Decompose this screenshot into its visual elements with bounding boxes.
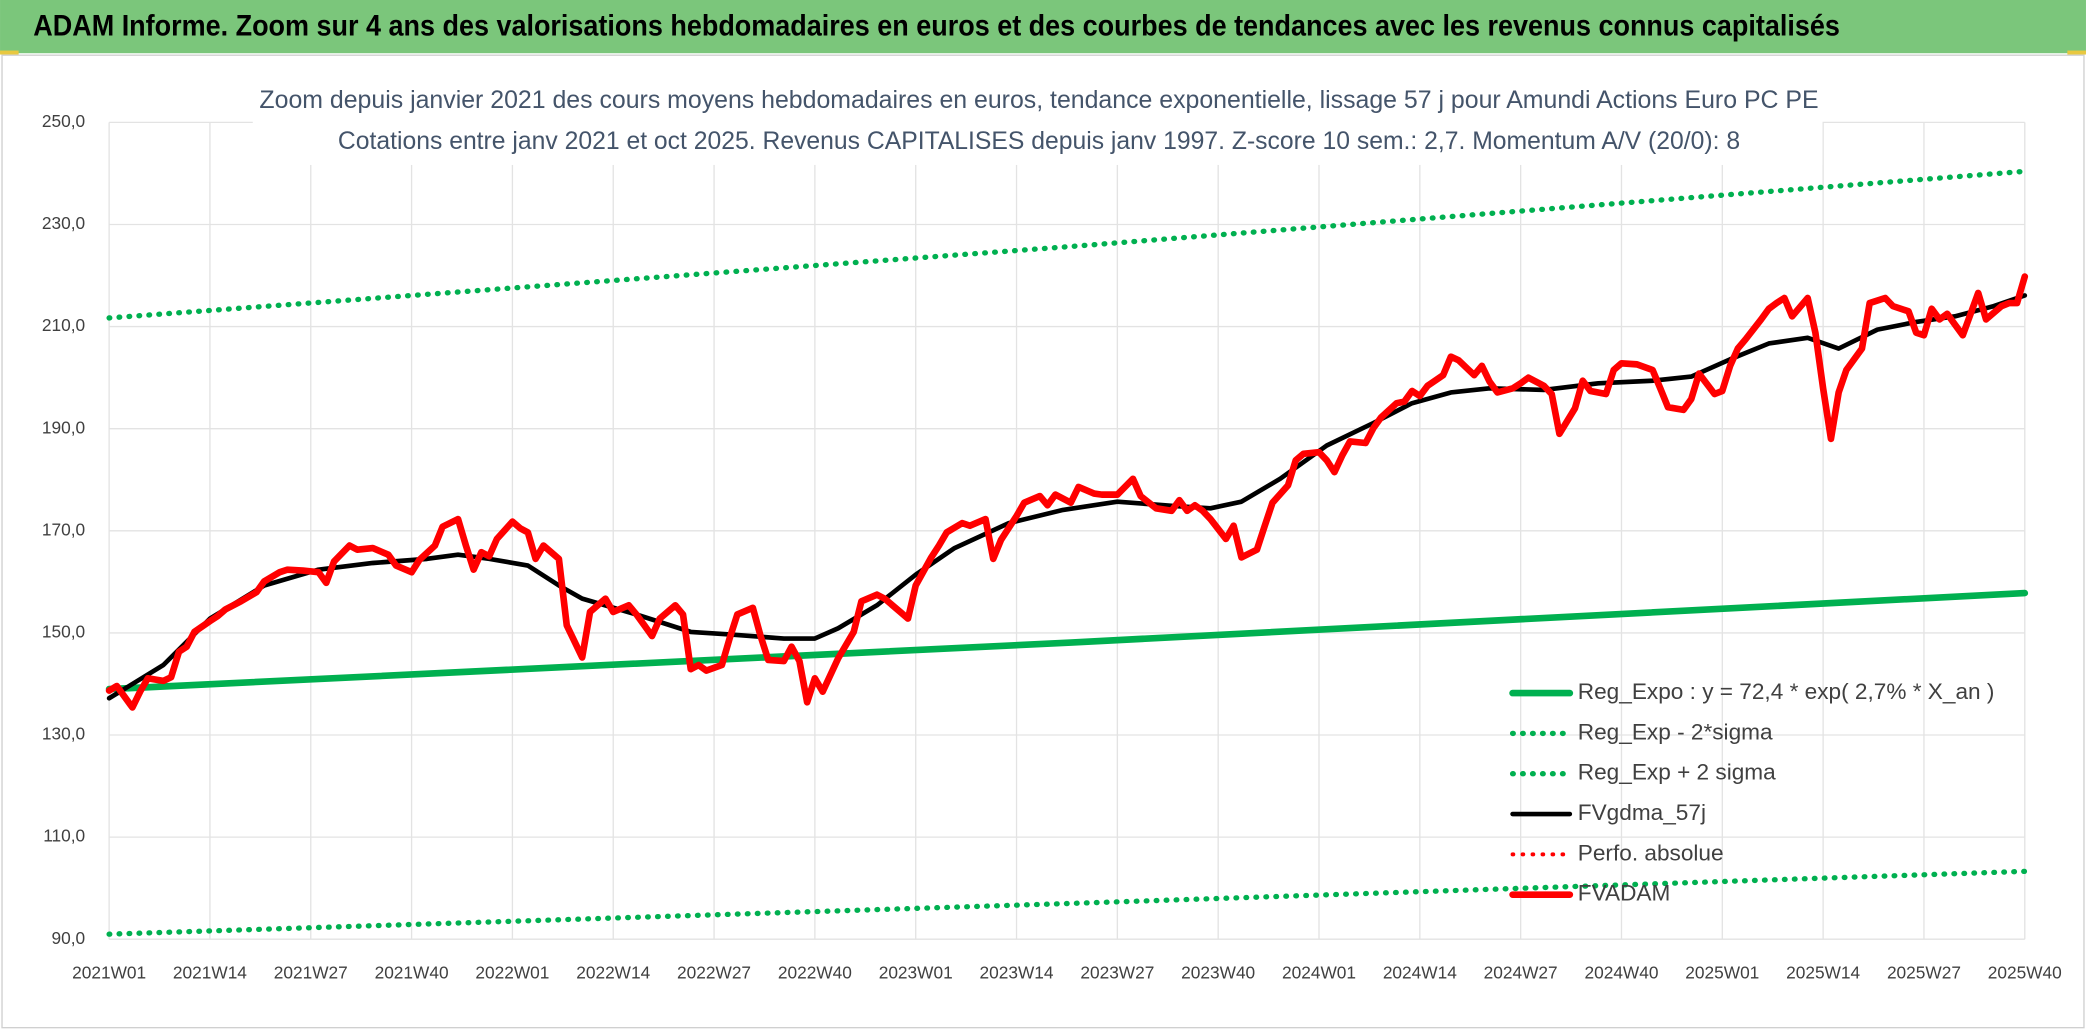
x-tick-label: 2023W27: [1080, 962, 1154, 982]
series-line: [106, 293, 2028, 701]
x-tick-label: 2021W14: [173, 962, 247, 982]
x-tick-label: 2022W01: [475, 962, 549, 982]
x-tick-label: 2024W40: [1584, 962, 1658, 982]
series-line: [105, 273, 2029, 711]
page-title: ADAM Informe. Zoom sur 4 ans des valoris…: [33, 11, 1840, 43]
legend-label: Perfo. absolue: [1578, 840, 1724, 865]
header-accent: [2067, 50, 2086, 55]
legend-label: Reg_Exp + 2 sigma: [1578, 760, 1776, 785]
y-tick-label: 130,0: [42, 724, 85, 744]
x-tick-label: 2021W27: [274, 962, 348, 982]
y-tick-label: 250,0: [42, 111, 85, 131]
x-tick-label: 2025W01: [1685, 962, 1759, 982]
ticks: 90,0 110,0 130,0 150,0 170,0 190,0 210,0 230,0 2…: [42, 111, 2062, 982]
title-backdrop: [252, 79, 1823, 165]
header-bar: [0, 0, 2086, 54]
chart-subtitle: Cotations entre janv 2021 et oct 2025. R…: [338, 127, 1740, 155]
y-tick-label: 110,0: [43, 826, 85, 846]
x-tick-label: 2025W14: [1786, 962, 1860, 982]
x-tick-label: 2024W14: [1383, 962, 1457, 982]
legend: Reg_Expo : y = 72,4 * exp( 2,7% * X_an )…: [1509, 679, 1995, 906]
x-tick-label: 2021W40: [375, 962, 449, 982]
legend-label: FVADAM: [1578, 881, 1671, 906]
series-line: [106, 168, 2028, 321]
y-tick-label: 190,0: [42, 417, 85, 437]
legend-label: Reg_Expo : y = 72,4 * exp( 2,7% * X_an ): [1578, 679, 1995, 704]
series-line: [105, 589, 2029, 693]
x-tick-label: 2023W40: [1181, 962, 1255, 982]
x-tick-label: 2024W01: [1282, 962, 1356, 982]
x-tick-label: 2021W01: [72, 962, 146, 982]
x-tick-label: 2025W40: [1988, 962, 2062, 982]
x-tick-label: 2025W27: [1887, 962, 1961, 982]
legend-label: Reg_Exp - 2*sigma: [1578, 719, 1773, 744]
chart-title: Zoom depuis janvier 2021 des cours moyen…: [259, 86, 1818, 114]
legend-label: FVgdma_57j: [1578, 800, 1706, 825]
series-line: [106, 868, 2028, 937]
series: [105, 168, 2029, 937]
y-tick-label: 230,0: [42, 213, 85, 233]
x-tick-label: 2022W27: [677, 962, 751, 982]
y-tick-label: 170,0: [42, 519, 85, 539]
x-tick-label: 2023W01: [879, 962, 953, 982]
y-tick-label: 210,0: [42, 315, 85, 335]
y-tick-label: 150,0: [42, 621, 85, 641]
chart-frame: [1, 54, 2085, 1029]
x-tick-label: 2024W27: [1484, 962, 1558, 982]
x-tick-label: 2023W14: [980, 962, 1054, 982]
y-tick-label: 90,0: [52, 928, 86, 948]
header-accent: [0, 50, 19, 55]
x-tick-label: 2022W14: [576, 962, 650, 982]
x-tick-label: 2022W40: [778, 962, 852, 982]
